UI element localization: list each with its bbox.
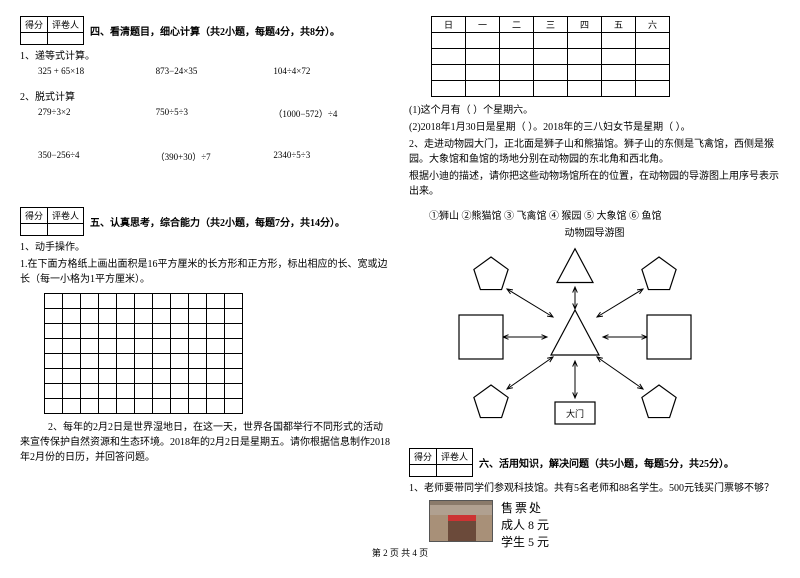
score-box: 得分 评卷人 bbox=[20, 16, 84, 45]
q1-items: 325 + 65×18 873−24×35 104÷4×72 bbox=[38, 66, 391, 76]
legend: ①狮山 ②熊猫馆 ③ 飞禽馆 ④ 猴园 ⑤ 大象馆 ⑥ 鱼馆 bbox=[429, 209, 780, 224]
calendar-table: 日一二三四五六 bbox=[431, 16, 670, 97]
eq: 873−24×35 bbox=[156, 66, 274, 76]
score-box: 得分 评卷人 bbox=[409, 448, 473, 477]
score-label: 得分 bbox=[21, 17, 48, 33]
eq: 2340÷5÷3 bbox=[273, 150, 391, 163]
zoo-diagram: 大门 bbox=[445, 247, 705, 437]
cal-q1: (1)这个月有（ ）个星期六。 bbox=[409, 103, 780, 118]
right-column: 日一二三四五六 (1)这个月有（ ）个星期六。 (2)2018年1月30日是星期… bbox=[409, 16, 780, 550]
q5-1-label: 1、动手操作。 bbox=[20, 240, 391, 255]
q5-1-desc: 1.在下面方格纸上画出面积是16平方厘米的长方形和正方形，标出相应的长、宽或边长… bbox=[20, 257, 391, 287]
section-4-title: 四、看清题目，细心计算（共2小题，每题4分，共8分）。 bbox=[90, 23, 340, 38]
svg-text:大门: 大门 bbox=[566, 408, 584, 419]
diagram-title: 动物园导游图 bbox=[409, 226, 780, 241]
q2-row2: 350−256÷4 （390+30）÷7 2340÷5÷3 bbox=[38, 150, 391, 163]
section-6-header: 得分 评卷人 六、活用知识，解决问题（共5小题，每题5分，共25分）。 bbox=[409, 448, 780, 477]
q5-2-text: 2、每年的2月2日是世界湿地日，在这一天，世界各国都举行不同形式的活动来宣传保护… bbox=[20, 420, 391, 465]
score-box: 得分 评卷人 bbox=[20, 207, 84, 236]
eq: 350−256÷4 bbox=[38, 150, 156, 163]
museum-photo bbox=[429, 500, 493, 542]
section-5-header: 得分 评卷人 五、认真思考，综合能力（共2小题，每题7分，共14分）。 bbox=[20, 207, 391, 236]
section-5-title: 五、认真思考，综合能力（共2小题，每题7分，共14分）。 bbox=[90, 214, 345, 229]
cal-q2: (2)2018年1月30日是星期（ ）。2018年的三八妇女节是星期（ ）。 bbox=[409, 120, 780, 135]
left-column: 得分 评卷人 四、看清题目，细心计算（共2小题，每题4分，共8分）。 1、递等式… bbox=[20, 16, 391, 550]
ticket-line1: 成人 8 元 bbox=[501, 517, 549, 534]
eq: 325 + 65×18 bbox=[38, 66, 156, 76]
ticket-text: 售票处 成人 8 元 学生 5 元 bbox=[501, 500, 549, 550]
grid-paper bbox=[44, 293, 243, 414]
ticket-box: 售票处 成人 8 元 学生 5 元 bbox=[429, 500, 780, 550]
ticket-title: 售票处 bbox=[501, 500, 549, 517]
eq: 279÷3×2 bbox=[38, 107, 156, 120]
q6-1: 1、老师要带同学们参观科技馆。共有5名老师和88名学生。500元钱买门票够不够？ bbox=[409, 481, 780, 496]
eq: 750÷5÷3 bbox=[156, 107, 274, 120]
q2-text: 2、走进动物园大门，正北面是狮子山和熊猫馆。狮子山的东侧是飞禽馆，西侧是猴园。大… bbox=[409, 137, 780, 167]
page-footer: 第 2 页 共 4 页 bbox=[0, 546, 800, 559]
grader-label: 评卷人 bbox=[48, 17, 84, 33]
eq: （390+30）÷7 bbox=[156, 150, 274, 163]
q2-row1: 279÷3×2 750÷5÷3 （1000−572）÷4 bbox=[38, 107, 391, 120]
eq: （1000−572）÷4 bbox=[273, 107, 391, 120]
q1-label: 1、递等式计算。 bbox=[20, 49, 391, 64]
q2-text2: 根据小迪的描述，请你把这些动物场馆所在的位置，在动物园的导游图上用序号表示出来。 bbox=[409, 169, 780, 199]
q2-label: 2、脱式计算 bbox=[20, 90, 391, 105]
section-6-title: 六、活用知识，解决问题（共5小题，每题5分，共25分）。 bbox=[479, 455, 734, 470]
section-4-header: 得分 评卷人 四、看清题目，细心计算（共2小题，每题4分，共8分）。 bbox=[20, 16, 391, 45]
eq: 104÷4×72 bbox=[273, 66, 391, 76]
